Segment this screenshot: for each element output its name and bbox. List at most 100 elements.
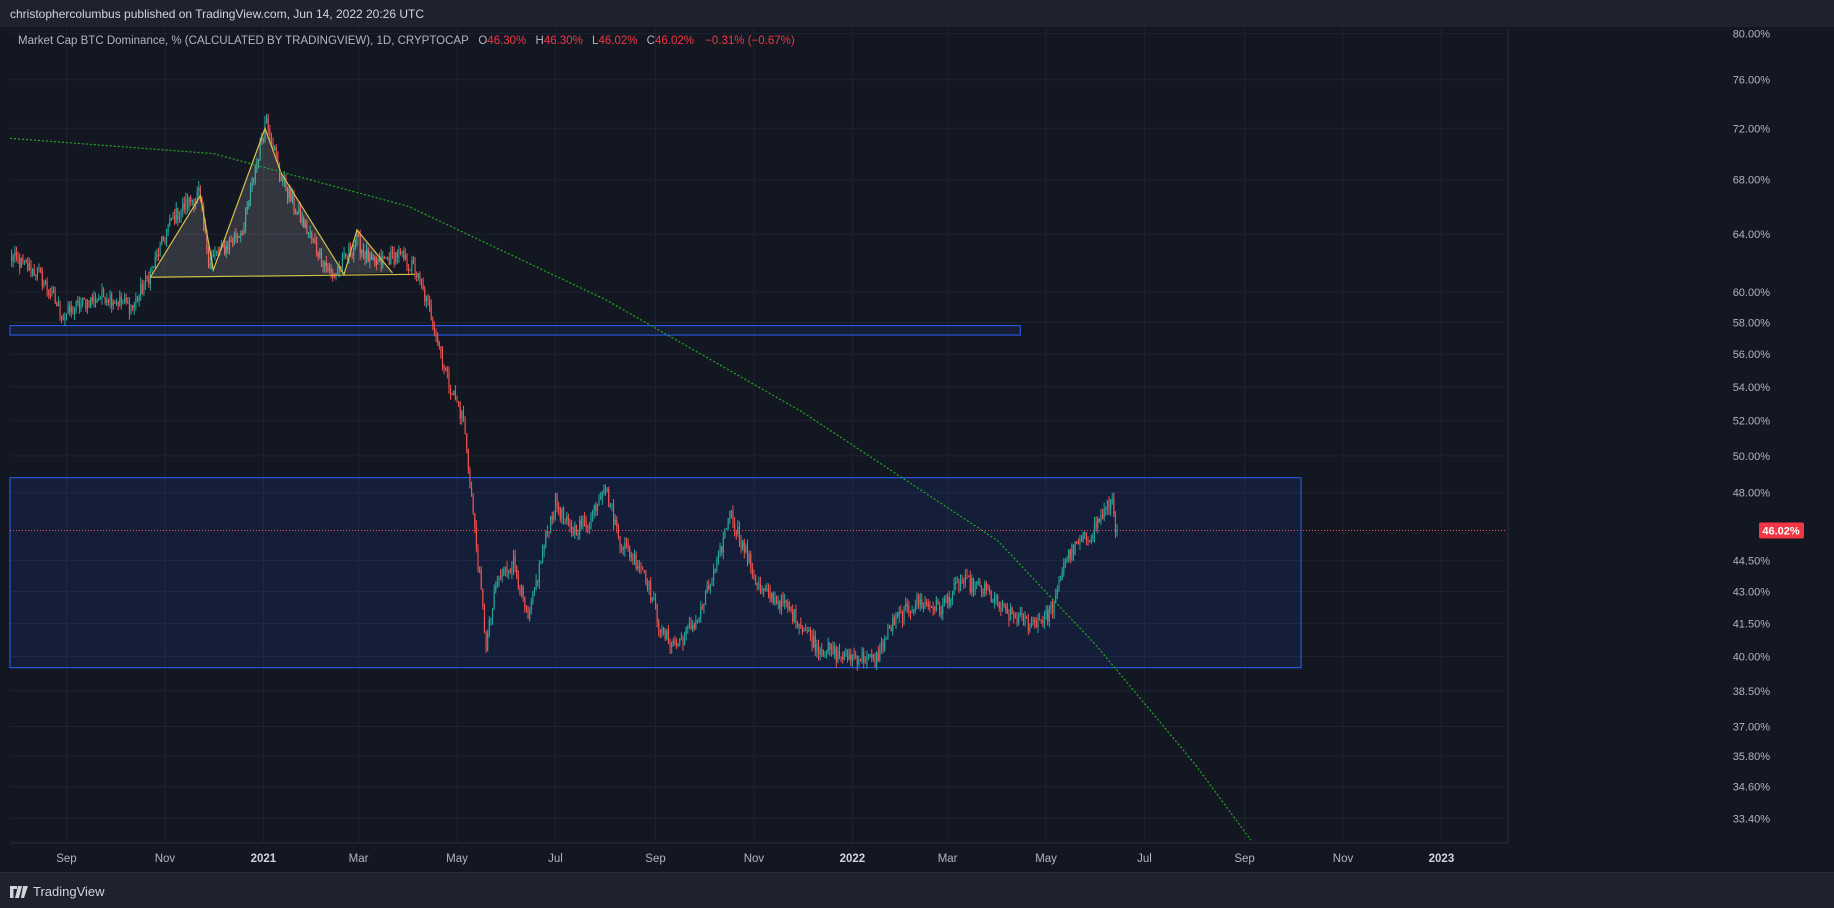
candle-body: [43, 283, 45, 287]
candle-body: [1103, 508, 1105, 519]
price-axis-label: 43.00%: [1733, 586, 1771, 598]
candle-body: [144, 275, 147, 285]
candle-body: [714, 568, 716, 570]
candle-body: [454, 390, 456, 400]
candle-body: [882, 642, 884, 650]
candle-body: [877, 652, 879, 661]
candle-body: [432, 319, 434, 327]
candle-body: [390, 250, 392, 265]
candle-body: [424, 288, 426, 302]
candle-body: [530, 601, 532, 612]
tradingview-brand-text: TradingView: [33, 884, 105, 899]
candle-body: [1048, 608, 1050, 622]
candle-body: [22, 257, 24, 262]
candle-body: [487, 633, 489, 651]
candle-body: [195, 198, 197, 206]
candle-body: [62, 319, 64, 321]
candle-body: [945, 598, 947, 602]
candle-body: [1008, 613, 1010, 621]
candle-body: [367, 249, 369, 262]
close-value: 46.02%: [654, 35, 694, 47]
candle-body: [956, 582, 958, 584]
candle-body: [632, 554, 634, 561]
candle-body: [369, 253, 371, 262]
candle-body: [185, 199, 187, 210]
candle-body: [1100, 514, 1102, 523]
candle-body: [577, 534, 579, 536]
price-axis-label: 50.00%: [1733, 451, 1771, 463]
candle-body: [288, 188, 290, 198]
candle-body: [67, 305, 69, 315]
candle-body: [858, 659, 860, 665]
candle-body: [580, 520, 582, 527]
candle-body: [717, 553, 720, 559]
candle-body: [625, 543, 628, 545]
candle-body: [684, 634, 686, 645]
tradingview-branding[interactable]: TradingView: [10, 884, 105, 899]
candle-body: [174, 215, 176, 224]
candle-body: [240, 233, 242, 237]
candle-body: [282, 180, 284, 182]
candle-body: [1098, 518, 1100, 523]
candle-body: [859, 659, 862, 661]
publish-info: christophercolumbus published on Trading…: [10, 7, 425, 21]
candle-body: [971, 577, 973, 593]
candle-body: [796, 623, 799, 628]
candle-body: [146, 275, 148, 278]
candle-body: [911, 611, 913, 614]
price-axis-label: 72.00%: [1733, 123, 1771, 135]
candle-body: [612, 504, 615, 525]
candle-body: [624, 543, 626, 550]
candle-body: [508, 570, 510, 573]
candle-body: [124, 298, 126, 303]
candle-body: [722, 537, 724, 553]
candle-body: [80, 303, 82, 309]
candle-body: [942, 603, 944, 615]
candle-body: [337, 270, 339, 274]
candle-body: [790, 606, 792, 612]
candle-body: [266, 117, 268, 122]
candle-body: [49, 294, 51, 296]
candle-body: [745, 546, 747, 553]
candle-body: [291, 194, 293, 201]
candle-body: [180, 210, 182, 216]
candle-body: [811, 635, 813, 647]
candle-body: [1056, 589, 1058, 595]
candle-body: [1079, 538, 1081, 544]
candle-body: [587, 526, 589, 528]
candle-body: [235, 234, 237, 239]
candle-body: [112, 302, 114, 306]
high-label: H: [535, 35, 544, 47]
candle-body: [989, 590, 991, 592]
candle-body: [104, 296, 106, 303]
candle-body: [1009, 607, 1012, 621]
candle-body: [172, 215, 174, 220]
candle-body: [403, 251, 405, 260]
candle-body: [525, 607, 527, 609]
price-chart[interactable]: 80.00% 76.00% 72.00% 68.00% 64.00% 60.00% 58.0…: [0, 0, 1834, 872]
candle-body: [307, 233, 310, 235]
candle-body: [374, 257, 376, 261]
candle-body: [679, 638, 681, 644]
candle-body: [69, 305, 71, 313]
candle-body: [861, 651, 863, 660]
candle-body: [238, 236, 240, 238]
candle-body: [183, 203, 185, 210]
candle-body: [545, 531, 547, 546]
candle-body: [391, 250, 394, 253]
candle-body: [1081, 538, 1083, 542]
candle-body: [669, 642, 671, 647]
candle-body: [272, 143, 274, 151]
candle-body: [1003, 604, 1005, 607]
candle-body: [1101, 514, 1104, 519]
candle-body: [375, 260, 377, 265]
candle-body: [529, 611, 531, 619]
candle-body: [111, 294, 113, 306]
candle-body: [253, 180, 255, 182]
candle-body: [598, 499, 600, 504]
candle-body: [995, 595, 997, 598]
candle-body: [290, 188, 292, 201]
candle-body: [763, 588, 765, 591]
candle-body: [1106, 500, 1108, 509]
candle-body: [503, 569, 505, 575]
